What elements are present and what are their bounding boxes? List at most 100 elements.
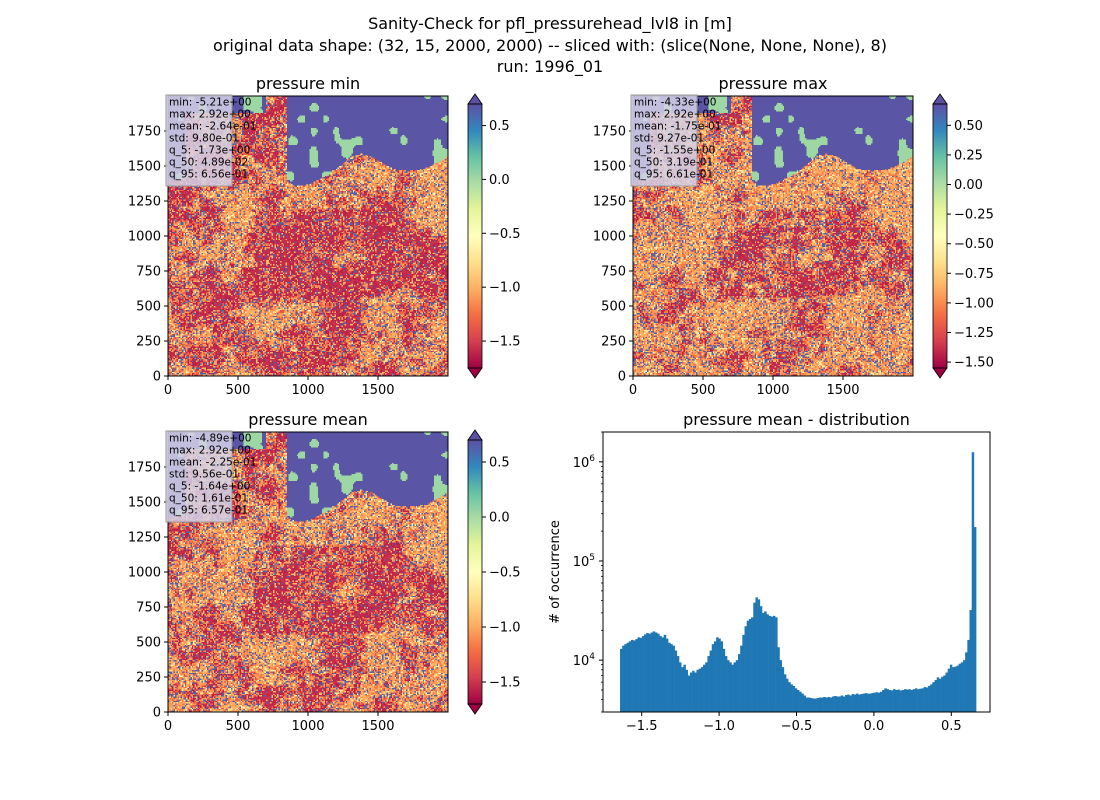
histogram-bar xyxy=(818,697,822,712)
colorbar-extend-max xyxy=(467,429,483,441)
histogram-bar xyxy=(689,672,693,712)
colorbar-extend-min xyxy=(932,367,948,379)
colorbar-tick-label: 0.0 xyxy=(489,173,510,188)
y-tick-label: 750 xyxy=(136,265,161,280)
stats-line: std: 9.27e-01 xyxy=(634,133,704,145)
histogram-bar xyxy=(886,689,889,712)
y-tick-exponent: 5 xyxy=(589,553,595,563)
histogram-bar xyxy=(823,697,826,712)
x-tick-label: 0 xyxy=(164,719,172,734)
histogram-bar xyxy=(895,690,898,712)
histogram-bar xyxy=(906,689,909,712)
stats-box-background xyxy=(165,94,233,187)
histogram-bar xyxy=(694,672,697,712)
x-tick-label: 0.5 xyxy=(941,719,962,734)
histogram-bar xyxy=(958,663,962,712)
y-tick-label: 1000 xyxy=(128,230,161,245)
histogram-bar xyxy=(934,680,938,712)
histogram-bar xyxy=(676,656,680,712)
histogram-bar xyxy=(960,662,964,712)
y-tick-label: 1500 xyxy=(593,160,626,175)
histogram-bar xyxy=(639,637,643,712)
histogram-bar xyxy=(794,688,798,712)
y-axis-label: # of occurrence xyxy=(548,520,563,624)
histogram-bar xyxy=(947,668,951,712)
colorbar-tick-label: −1.0 xyxy=(489,281,521,296)
x-tick-label: 1500 xyxy=(361,719,394,734)
histogram-bar xyxy=(674,650,678,712)
histogram-bar xyxy=(908,689,911,712)
y-tick-label: 1750 xyxy=(128,461,161,476)
colorbar-extend-max xyxy=(932,93,948,105)
histogram-bar xyxy=(630,639,634,712)
histogram-bar xyxy=(707,656,710,712)
histogram-bar xyxy=(648,633,651,712)
histogram-bar xyxy=(727,660,730,712)
histogram-bar xyxy=(869,693,872,712)
histogram-bar xyxy=(622,645,625,712)
histogram-bar xyxy=(936,677,940,712)
histogram-bar xyxy=(668,642,671,712)
histogram-bar xyxy=(786,678,789,712)
x-tick-label: −1.5 xyxy=(626,719,658,734)
y-tick-label: 250 xyxy=(136,671,161,686)
histogram-bar xyxy=(903,689,907,712)
histogram-bar xyxy=(849,695,852,712)
y-tick-exponent: 4 xyxy=(589,652,595,662)
histogram-bar xyxy=(722,648,726,712)
axes-title: pressure max xyxy=(718,74,827,93)
y-tick-label: 1750 xyxy=(128,125,161,140)
colorbar-tick-label: 0.0 xyxy=(489,511,510,526)
histogram-bar xyxy=(737,654,741,712)
histogram-bar xyxy=(687,675,691,712)
stats-line: q_95: 6.57e-01 xyxy=(169,505,248,517)
histogram-bar xyxy=(628,641,632,712)
histogram-bar xyxy=(858,694,861,712)
x-tick-label: 500 xyxy=(226,383,251,398)
y-tick-label: 1250 xyxy=(128,195,161,210)
histogram-bar xyxy=(820,697,824,712)
histogram-bar xyxy=(827,697,831,712)
histogram-bar xyxy=(718,638,721,712)
colorbar-tick-label: −1.5 xyxy=(489,335,521,350)
stats-line: q_5: -1.55e+00 xyxy=(634,145,715,157)
histogram-bar xyxy=(685,669,689,712)
figure-title-line-2: original data shape: (32, 15, 2000, 2000… xyxy=(213,36,887,55)
stats-line: max: 2.92e+00 xyxy=(634,109,716,121)
histogram-bar xyxy=(644,634,647,712)
histogram-bar xyxy=(928,685,931,712)
histogram-bar xyxy=(877,692,881,712)
colorbar-tick-label: 0.5 xyxy=(489,119,510,134)
histogram-bar xyxy=(731,664,734,712)
y-tick-label: 104 xyxy=(573,652,596,669)
histogram-bar xyxy=(845,695,848,712)
y-tick-label: 500 xyxy=(136,300,161,315)
stats-line: q_5: -1.73e+00 xyxy=(169,145,250,157)
y-tick-label: 500 xyxy=(601,300,626,315)
histogram-bar xyxy=(899,690,903,712)
histogram-bar xyxy=(921,688,924,712)
histogram-bar xyxy=(661,637,665,712)
y-tick-label: 0 xyxy=(153,706,161,721)
histogram-bar xyxy=(838,696,841,712)
histogram-bar xyxy=(962,660,966,712)
histogram-bar xyxy=(893,689,896,712)
stats-line: min: -4.33e+00 xyxy=(634,97,716,109)
histogram-bar xyxy=(735,660,739,712)
histogram-bar xyxy=(949,664,953,712)
y-tick-label: 750 xyxy=(601,265,626,280)
histogram-bar xyxy=(930,684,933,712)
histogram-bar xyxy=(646,632,649,712)
histogram-bar xyxy=(941,676,944,712)
y-tick-base: 10 xyxy=(573,555,590,570)
colorbar-tick-label: 0.50 xyxy=(954,119,983,134)
histogram-bar xyxy=(873,692,876,712)
y-minor-ticks xyxy=(601,431,603,713)
histogram-bar xyxy=(967,639,970,712)
x-tick-label: −1.0 xyxy=(703,719,735,734)
x-tick-label: 1000 xyxy=(291,719,324,734)
heatmap-panel-pressure-max: pressure max 0 500 1000 1500 0 250 500 750 1000 12… xyxy=(593,74,994,398)
stats-line: min: -4.89e+00 xyxy=(169,433,251,445)
histogram-bar xyxy=(864,693,868,712)
y-tick-label: 1250 xyxy=(128,531,161,546)
